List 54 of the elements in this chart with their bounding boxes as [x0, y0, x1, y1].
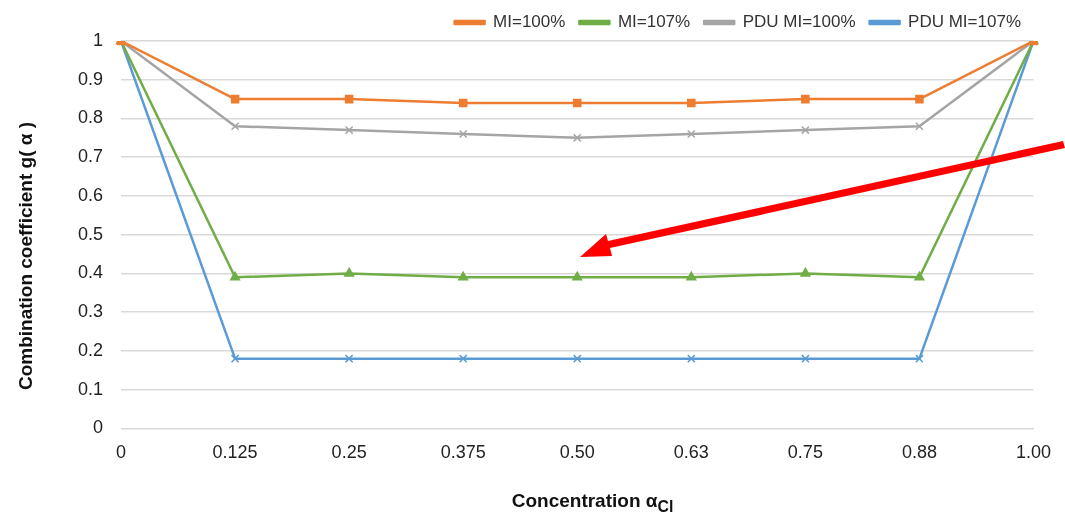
y-tick-label: 0 — [93, 417, 104, 438]
point — [687, 129, 696, 139]
point — [572, 98, 582, 108]
x-tick-label: 1.00 — [1015, 442, 1052, 463]
x-axis-title: Concentration α$_{Cl}$ — [510, 490, 675, 516]
point — [230, 271, 241, 281]
x-tick-label: 0 — [116, 442, 127, 463]
legend-label: MI=107% — [617, 12, 691, 32]
point — [344, 125, 354, 135]
point — [915, 94, 924, 104]
point — [686, 271, 697, 281]
point — [687, 98, 696, 108]
legend-label: PDU MI=107% — [908, 12, 1022, 32]
y-tick-label: 0.7 — [77, 146, 104, 167]
legend-label: PDU MI=100% — [742, 12, 856, 32]
y-tick-label: 1 — [93, 29, 104, 50]
point — [458, 271, 469, 281]
legend-label: MI=100% — [493, 12, 566, 32]
x-tick-label: 0.125 — [212, 442, 258, 463]
point — [230, 94, 240, 104]
y-tick-label: 0.4 — [77, 262, 104, 283]
point — [344, 94, 354, 104]
x-tick-label: 0.50 — [559, 442, 595, 463]
y-tick-label: 0.3 — [77, 301, 104, 322]
y-tick-label: 0.9 — [77, 68, 104, 89]
x-tick-label: 0.88 — [901, 442, 937, 463]
point — [800, 267, 811, 277]
point — [230, 121, 240, 131]
point — [458, 98, 468, 108]
point — [344, 354, 354, 363]
y-tick-label: 0.2 — [77, 339, 104, 360]
point — [687, 354, 696, 363]
x-tick-label: 0.63 — [673, 442, 709, 463]
point — [915, 121, 924, 131]
x-tick-label: 0.375 — [440, 442, 486, 463]
y-tick-label: 0.5 — [77, 223, 104, 244]
point — [344, 267, 355, 277]
point — [572, 354, 582, 363]
point — [801, 125, 810, 135]
point — [572, 133, 582, 143]
point — [914, 271, 925, 281]
y-tick-label: 0.8 — [77, 107, 104, 128]
point — [458, 129, 468, 139]
point — [458, 354, 468, 363]
x-tick-label: 0.25 — [331, 442, 367, 463]
y-tick-label: 0.1 — [77, 378, 104, 399]
point — [230, 354, 240, 363]
y-axis-title: Combination coefficient g( α ) — [15, 121, 37, 391]
point — [572, 271, 583, 281]
point — [801, 354, 810, 363]
y-tick-label: 0.6 — [77, 184, 104, 205]
x-tick-label: 0.75 — [787, 442, 823, 463]
point — [801, 94, 810, 104]
point — [915, 354, 924, 363]
